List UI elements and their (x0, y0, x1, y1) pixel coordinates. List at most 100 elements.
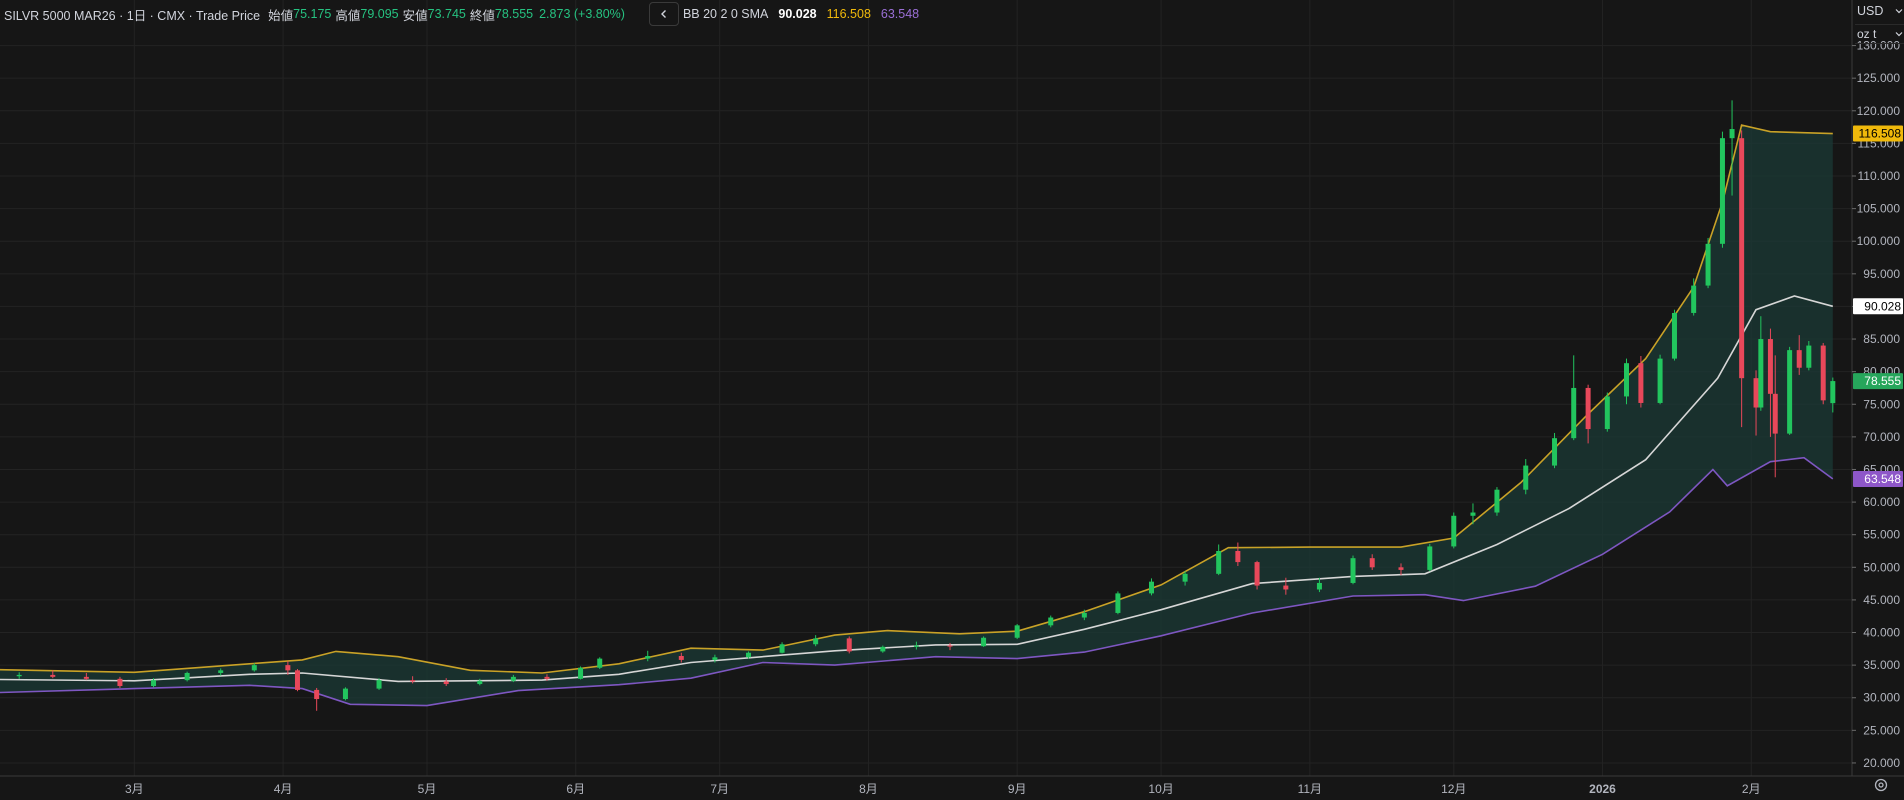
candle-body (1470, 512, 1476, 516)
candle-body (1806, 345, 1812, 368)
candle-body (779, 644, 785, 653)
candle (1739, 130, 1745, 428)
price-axis: 20.000 25.000 30.000 35.000 40.000 45.000 50.0… (1852, 39, 1900, 770)
time-tick-label: 2026 (1589, 782, 1616, 796)
symbol-title[interactable]: SILVR 5000 MAR26 · 1日 · CMX · Trade Pric… (4, 8, 261, 23)
candle-body (1729, 129, 1735, 139)
time-tick-label: 5月 (418, 782, 437, 796)
candle (218, 668, 224, 676)
candle (1758, 316, 1764, 411)
candle-body (1719, 138, 1725, 244)
currency-label: USD (1857, 4, 1884, 18)
candle-body (443, 681, 449, 685)
candle-body (218, 670, 224, 673)
open-value: 75.175 (293, 7, 332, 21)
bb-band-fill (0, 125, 1833, 706)
price-tick-label: 25.000 (1863, 723, 1900, 737)
price-tick-label: 45.000 (1863, 593, 1900, 607)
candle (1719, 131, 1725, 248)
price-tick-label: 55.000 (1863, 528, 1900, 542)
candle-body (1350, 558, 1356, 583)
grid-lines (0, 0, 1852, 776)
candle-body (477, 680, 483, 685)
candle-body (947, 645, 953, 647)
candle-body (913, 645, 919, 647)
candle-body (1523, 465, 1529, 490)
candle (578, 666, 584, 680)
candle-body (1739, 138, 1745, 379)
gear-icon[interactable] (1872, 776, 1890, 794)
low-label: 安値 (402, 8, 428, 23)
high-value: 79.095 (360, 7, 399, 21)
candle (813, 635, 819, 647)
candle (1254, 560, 1260, 590)
candle (1671, 309, 1677, 361)
time-tick-label: 12月 (1441, 782, 1466, 796)
price-tick-label: 125.000 (1857, 71, 1901, 85)
open-label: 始値 (268, 8, 294, 23)
candle (1316, 577, 1322, 593)
price-tick-label: 85.000 (1863, 332, 1900, 346)
candle (1767, 328, 1773, 437)
price-tick-label: 105.000 (1857, 202, 1901, 216)
candle (1691, 278, 1697, 316)
candle-body (1115, 593, 1121, 613)
candle-body (1081, 612, 1087, 618)
chevron-down-icon (1895, 9, 1903, 14)
candle-body (50, 674, 56, 677)
candle (1571, 355, 1577, 441)
candle-body (285, 665, 291, 671)
candle (1451, 512, 1457, 549)
time-tick-label: 7月 (710, 782, 729, 796)
candle-body (1638, 363, 1644, 403)
candle (913, 641, 919, 650)
candle (1470, 503, 1476, 525)
candle (1398, 563, 1404, 576)
candle-body (1283, 585, 1289, 590)
time-tick-label: 2月 (1742, 782, 1761, 796)
time-tick-label: 4月 (274, 782, 293, 796)
candle (880, 645, 886, 653)
candle-body (314, 689, 320, 700)
indicator-name[interactable]: BB 20 2 0 SMA (682, 7, 769, 21)
candle (745, 651, 751, 659)
change-value: 2.873 (+3.80%) (539, 7, 625, 21)
bb-lower-line (0, 456, 1834, 707)
candle-body (83, 676, 89, 679)
candle-body (1758, 339, 1764, 408)
collapse-legend-button[interactable] (648, 2, 679, 26)
candle (1216, 544, 1222, 576)
unit-select[interactable]: oz t (1855, 24, 1904, 44)
candle (1427, 543, 1433, 572)
currency-select[interactable]: USD (1855, 2, 1904, 20)
price-label-text-upper: 116.508 (1859, 127, 1902, 141)
candle (1552, 432, 1558, 469)
price-tick-label: 60.000 (1863, 495, 1900, 509)
candle-body (544, 676, 550, 679)
candle-body (578, 667, 584, 679)
candle-body (1830, 381, 1836, 404)
candle-body (645, 656, 651, 659)
candle (294, 669, 300, 692)
candle (1604, 392, 1610, 432)
candle (1182, 571, 1188, 586)
candle-body (1014, 625, 1020, 638)
candle-body (151, 680, 157, 686)
candle (1235, 542, 1241, 566)
candle (544, 674, 550, 681)
price-tick-label: 50.000 (1863, 560, 1900, 574)
candle (1494, 487, 1500, 516)
bb-upper-value: 116.508 (826, 7, 871, 21)
price-tick-label: 110.000 (1858, 169, 1901, 183)
candle (151, 678, 157, 688)
time-tick-label: 9月 (1008, 782, 1027, 796)
candles (16, 100, 1836, 711)
price-tick-label: 130.000 (1857, 39, 1901, 53)
time-tick-label: 10月 (1148, 782, 1173, 796)
price-tick-label: 35.000 (1863, 658, 1900, 672)
candle-body (1369, 558, 1375, 568)
high-label: 高値 (335, 8, 361, 23)
price-tick-label: 100.000 (1857, 234, 1901, 248)
candle-body (1796, 350, 1802, 368)
